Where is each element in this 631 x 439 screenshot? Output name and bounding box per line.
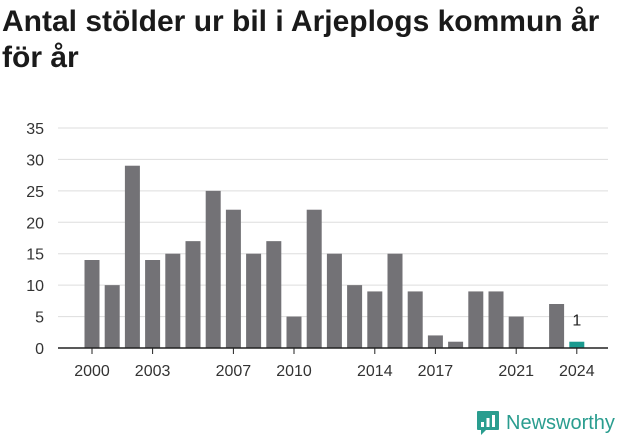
x-tick-label: 2000 xyxy=(74,363,110,380)
x-tick-label: 2021 xyxy=(498,363,534,380)
bar-2013 xyxy=(347,285,363,348)
bar-2018 xyxy=(448,341,464,348)
bar-2015 xyxy=(387,253,403,348)
bar-2017 xyxy=(427,335,443,348)
brand-name: Newsworthy xyxy=(506,411,615,434)
bar-2011 xyxy=(306,209,322,348)
bar-2020 xyxy=(488,291,504,348)
bar-2021 xyxy=(508,316,524,348)
bar-2014 xyxy=(367,291,383,348)
bar-2010 xyxy=(286,316,302,348)
bar-2002 xyxy=(124,165,140,348)
bar-2006 xyxy=(205,190,221,348)
chart-title: Antal stölder ur bil i Arjeplogs kommun … xyxy=(2,5,600,74)
bar-2008 xyxy=(246,253,262,348)
y-tick-label: 25 xyxy=(26,184,44,201)
x-tick-label: 2017 xyxy=(418,363,454,380)
bar-2007 xyxy=(225,209,241,348)
y-tick-label: 35 xyxy=(26,121,44,138)
newsworthy-brand: Newsworthy xyxy=(476,408,615,438)
y-tick-label: 0 xyxy=(35,341,44,358)
data-label-2024: 1 xyxy=(572,313,581,330)
x-tick-label: 2003 xyxy=(135,363,171,380)
bar-2019 xyxy=(468,291,484,348)
y-tick-label: 30 xyxy=(26,152,44,169)
newsworthy-logo-icon xyxy=(477,411,499,435)
x-tick-label: 2024 xyxy=(559,363,595,380)
bar-2003 xyxy=(145,260,161,348)
bar-2004 xyxy=(165,253,181,348)
bar-2016 xyxy=(407,291,423,348)
y-tick-label: 5 xyxy=(35,310,44,327)
bar-2023 xyxy=(549,304,565,348)
y-tick-label: 20 xyxy=(26,215,44,232)
x-tick-label: 2007 xyxy=(216,363,252,380)
bar-2024 xyxy=(569,341,585,348)
bar-2005 xyxy=(185,241,201,348)
x-tick-label: 2014 xyxy=(357,363,393,380)
bar-2009 xyxy=(266,241,282,348)
bar-2001 xyxy=(104,285,120,348)
x-tick-label: 2010 xyxy=(276,363,312,380)
bar-2000 xyxy=(84,260,100,348)
y-tick-label: 15 xyxy=(26,247,44,264)
y-tick-label: 10 xyxy=(26,278,44,295)
bar-2012 xyxy=(326,253,342,348)
